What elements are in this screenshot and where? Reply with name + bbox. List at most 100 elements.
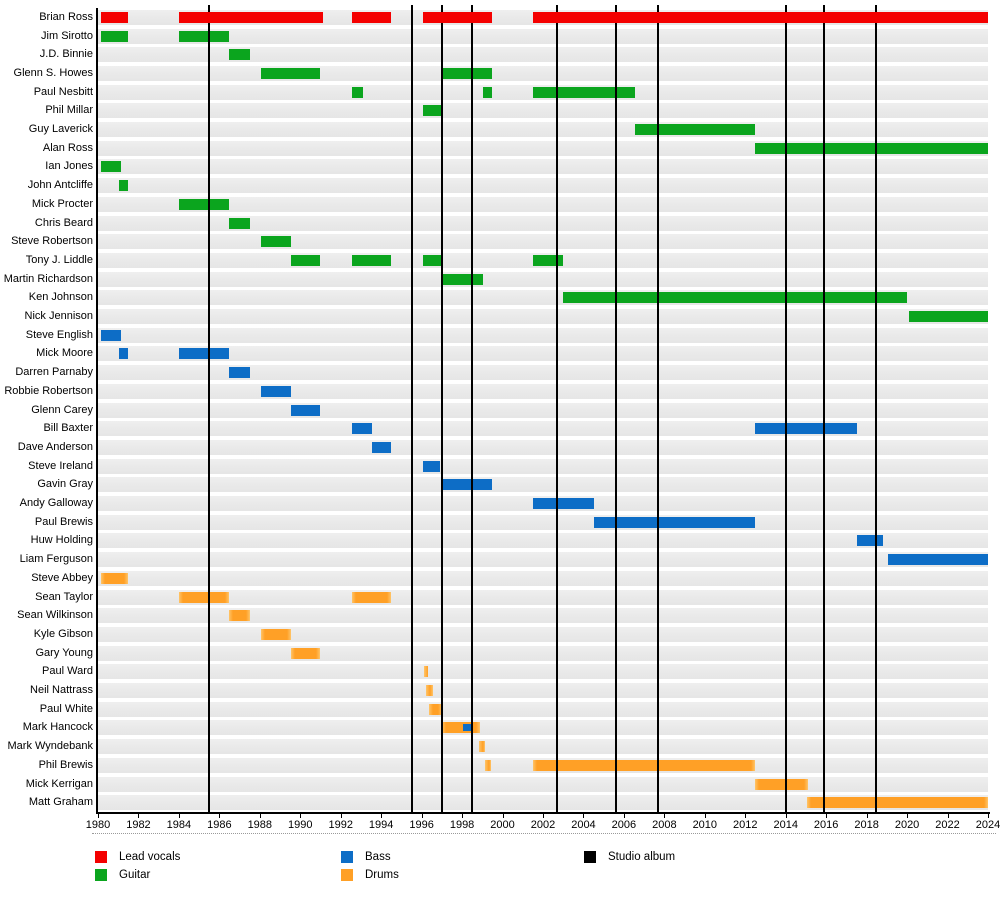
timeline-bar-guitar [635, 124, 756, 136]
x-axis-tick-label: 2012 [733, 819, 758, 831]
timeline-bar-vocals [422, 11, 493, 23]
dotted-separator [92, 833, 996, 834]
member-label: Martin Richardson [3, 272, 93, 285]
timeline-bar-bass [887, 554, 988, 566]
timeline-bar-drums [351, 591, 392, 603]
row-band [98, 720, 988, 736]
row-band [98, 533, 988, 549]
member-label: Alan Ross [42, 141, 93, 154]
studio-album-line [208, 5, 211, 812]
x-axis-tick [947, 814, 949, 818]
member-label: Mick Moore [36, 347, 93, 360]
row-band [98, 196, 988, 212]
x-axis-tick [502, 814, 504, 818]
x-axis-tick-label: 2016 [813, 819, 839, 831]
timeline-bar-vocals [532, 11, 988, 23]
studio-album-line [823, 5, 826, 812]
x-axis-tick [583, 814, 585, 818]
member-label: Mick Procter [31, 197, 93, 210]
member-label: Ian Jones [45, 160, 93, 173]
x-axis-tick-label: 2000 [490, 819, 515, 831]
row-band [98, 28, 988, 44]
timeline-bar-bass [101, 329, 122, 341]
member-label: Steve Ireland [28, 459, 93, 472]
x-axis-tick [623, 814, 625, 818]
studio-album-line [614, 5, 617, 812]
x-axis-tick-label: 1984 [166, 819, 192, 831]
timeline-bar-guitar [483, 86, 493, 98]
x-axis-tick-label: 2018 [854, 819, 879, 831]
legend-swatch-guitar [95, 869, 107, 881]
x-axis-tick [866, 814, 868, 818]
member-label: Chris Beard [34, 216, 93, 229]
member-label: Sean Taylor [35, 590, 93, 603]
row-band [98, 626, 988, 642]
timeline-bar-guitar [441, 67, 493, 79]
x-axis-tick-label: 1996 [409, 819, 434, 831]
x-axis-tick [219, 814, 221, 818]
row-band [98, 234, 988, 250]
member-label: Gavin Gray [37, 478, 93, 491]
x-axis-tick-label: 1990 [288, 819, 313, 831]
row-band [98, 346, 988, 362]
timeline-bar-guitar [909, 311, 988, 323]
member-label: Nick Jennison [24, 310, 93, 323]
row-band [98, 514, 988, 530]
x-axis-tick [138, 814, 140, 818]
row-band [98, 608, 988, 624]
timeline-bar-bass [593, 516, 756, 528]
studio-album-line [784, 5, 787, 812]
member-label: Tony J. Liddle [25, 253, 93, 266]
member-label: Dave Anderson [17, 440, 93, 453]
timeline-bar-guitar [260, 236, 292, 248]
timeline-bar-bass [856, 535, 883, 547]
member-label: Phil Millar [45, 104, 93, 117]
legend-swatch-album [584, 851, 596, 863]
row-band [98, 795, 988, 811]
member-label: Paul White [39, 702, 93, 715]
timeline-bar-bass [291, 404, 321, 416]
timeline-bar-guitar [101, 30, 129, 42]
timeline-bar-guitar [532, 254, 564, 266]
timeline-bar-guitar [422, 254, 442, 266]
x-axis-tick [98, 814, 99, 818]
member-label: Steve Abbey [31, 571, 93, 584]
x-axis-line [96, 812, 990, 814]
timeline-bar-bass [755, 423, 857, 435]
row-band [98, 477, 988, 493]
x-axis-tick-label: 2006 [611, 819, 637, 831]
x-axis-tick [988, 814, 989, 818]
x-axis-tick [421, 814, 423, 818]
row-band [98, 739, 988, 755]
member-label: Bill Baxter [43, 422, 93, 435]
member-label: Mark Hancock [22, 721, 93, 734]
timeline-bar-guitar [178, 198, 230, 210]
member-label: Kyle Gibson [33, 627, 93, 640]
member-label: Darren Parnaby [15, 366, 93, 379]
x-axis-tick [259, 814, 261, 818]
row-band [98, 589, 988, 605]
member-label: John Antcliffe [27, 179, 93, 192]
timeline-bar-bass [178, 348, 230, 360]
timeline-bar-drums [291, 647, 321, 659]
timeline-bar-bass [119, 348, 129, 360]
x-axis-tick-label: 1998 [449, 819, 475, 831]
x-axis-tick [178, 814, 180, 818]
row-band [98, 365, 988, 381]
timeline-bar-bass [532, 498, 594, 510]
row-band [98, 103, 988, 119]
member-label: Liam Ferguson [19, 553, 93, 566]
member-label: Andy Galloway [19, 497, 93, 510]
member-label: Neil Nattrass [30, 684, 93, 697]
x-axis-tick [381, 814, 383, 818]
x-axis-tick-label: 2010 [692, 819, 718, 831]
x-axis-tick-label: 1980 [85, 819, 111, 831]
timeline-bar-drums [423, 666, 428, 678]
timeline-bar-guitar [101, 161, 122, 173]
timeline-bar-drums [260, 628, 292, 640]
member-label: Glenn S. Howes [13, 66, 93, 79]
row-band [98, 122, 988, 138]
x-axis-tick-label: 2022 [935, 819, 960, 831]
timeline-bar-guitar [532, 86, 636, 98]
